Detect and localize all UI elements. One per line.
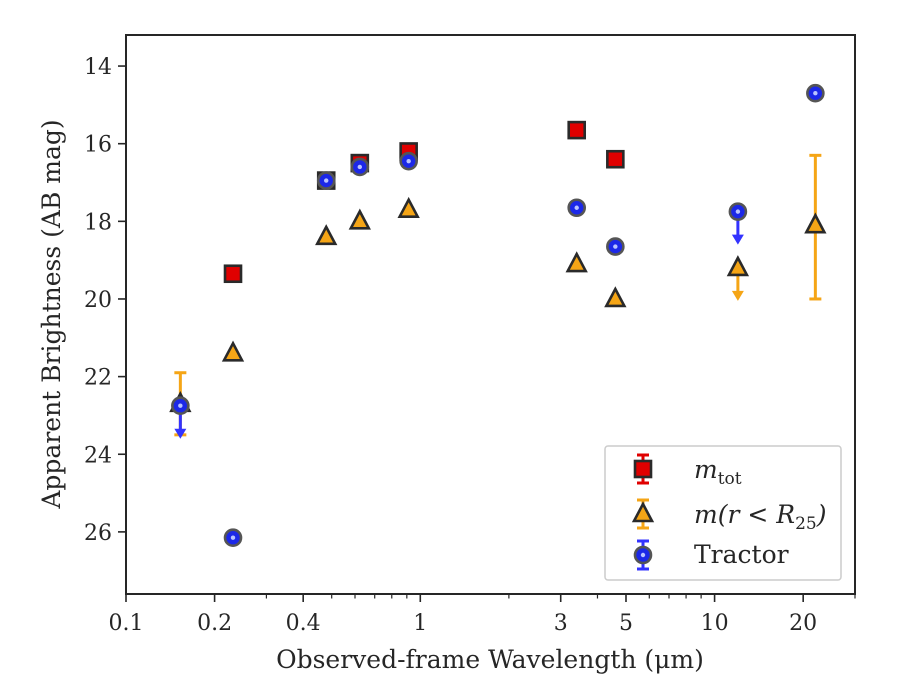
legend-marker-triangle [631,498,655,530]
x-tick-label: 10 [701,611,729,636]
y-tick-label: 18 [84,210,112,235]
plot-frame [125,34,856,595]
data-point-square [606,149,625,169]
x-tick-label: 5 [619,611,633,636]
legend-mtot-main: m [694,455,718,484]
marker-circle-highlight [178,403,183,408]
legend-marker-triangle [631,501,655,523]
data-point-triangle [726,255,750,277]
marker-triangle [315,224,338,246]
marker-circle-highlight [574,205,579,210]
legend-mr-sub: 25 [795,514,817,534]
data-point-triangle [804,212,827,234]
data-point-square [567,120,587,140]
data-point-triangle [221,340,245,362]
data-point-triangle [397,196,420,218]
data-point-square [223,264,243,284]
marker-circle-highlight [230,535,236,540]
legend-marker-square [633,459,653,479]
marker-square [223,264,243,284]
marker-square [567,120,587,140]
marker-circle-highlight [613,244,618,249]
data-point-circle [223,528,243,548]
marker-triangle [348,208,371,230]
x-tick-label: 3 [554,611,568,636]
data-point-circle [728,202,748,221]
arrow-head [731,234,744,245]
data-point-triangle [315,224,338,246]
x-tick-label: 0.1 [109,611,144,636]
data-point-circle [567,198,587,218]
data-point-circle [806,83,825,103]
legend-label-mr25: m(r < R25) [694,500,826,534]
marker-circle-highlight [406,158,411,164]
data-point-circle [606,237,625,256]
legend-box [604,445,842,581]
data-point-circle [399,151,418,171]
marker-triangle [221,340,245,362]
axes-layer: 0.1 0.2 0.4 1 3 5 10 20 14 16 18 20 22 24 26 [84,55,856,636]
x-tick-label: 0.4 [286,611,321,636]
legend-mtot-sub: tot [718,469,742,489]
marker-circle-highlight [357,164,363,170]
marker-triangle [726,255,750,277]
y-tick-label: 26 [84,521,112,546]
marker-circle-highlight [735,209,741,214]
marker-triangle [565,251,588,273]
marker-circle-highlight [324,178,329,183]
legend-mr-main: m(r < R [694,500,795,529]
x-tick-label: 1 [413,611,427,636]
data-point-circle [316,171,336,190]
y-tick-label: 14 [84,55,112,80]
data-point-triangle [604,286,627,308]
y-tick-label: 22 [84,366,112,391]
legend-marker-square [633,453,653,485]
x-tick-label: 0.2 [197,611,232,636]
data-point-triangle [565,251,588,273]
marker-square [606,149,625,169]
marker-square [633,459,653,479]
legend-mr-close: ) [816,500,827,529]
legend-marker-circle [633,539,653,571]
marker-triangle [631,501,655,523]
x-axis-title: Observed-frame Wavelength (μm) [276,645,704,674]
legend-entry-tractor: Tractor [633,539,789,571]
marker-circle-highlight [813,91,818,96]
x-tick-label: 20 [789,611,817,636]
y-tick-label: 24 [84,443,112,468]
marker-triangle [397,196,420,218]
y-tick-label: 20 [84,288,112,313]
legend-entry-mr25: m(r < R25) [631,498,826,534]
data-point-circle [171,396,190,416]
legend-label-tractor: Tractor [694,540,789,569]
marker-triangle [804,212,827,234]
marker-triangle [604,286,627,308]
legend-entry-mtot: mtot [633,453,742,489]
data-point-circle [350,157,370,177]
arrow-head [174,428,187,439]
arrow-head [731,290,744,301]
marker-circle-highlight [640,552,646,558]
plot-layer [169,83,827,548]
y-tick-label: 16 [84,133,112,158]
legend-marker-circle [633,545,653,565]
legend-label-mtot: mtot [694,455,742,489]
legend: mtot m(r < R25) Tractor [604,445,842,581]
data-point-triangle [348,208,371,230]
y-axis-title: Apparent Brightness (AB mag) [37,119,66,509]
